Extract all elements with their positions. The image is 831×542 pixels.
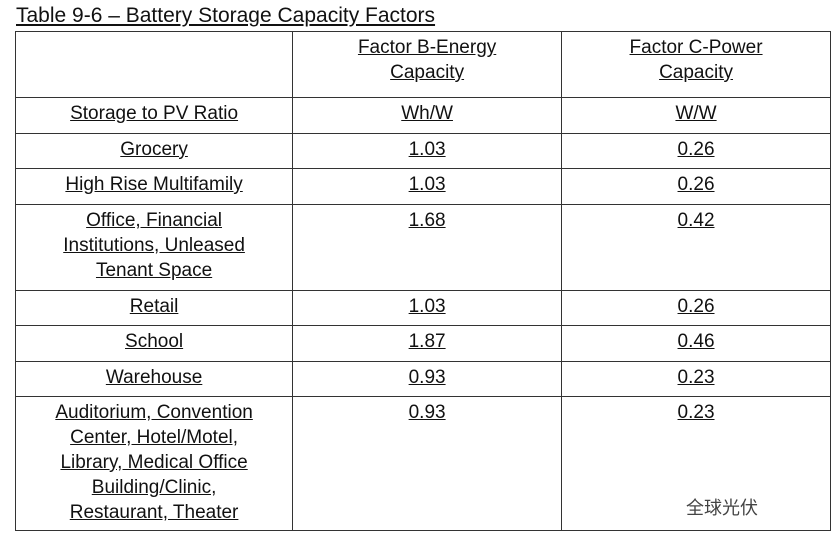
table-cell: 0.93 bbox=[292, 361, 563, 397]
table-row: Warehouse 0.93 0.23 bbox=[14, 361, 831, 397]
cell-text: Institutions, Unleased bbox=[63, 235, 245, 256]
table-row: High Rise Multifamily 1.03 0.26 bbox=[14, 168, 831, 205]
table-cell: School bbox=[14, 325, 294, 362]
table-cell: Wh/W bbox=[292, 97, 563, 134]
table-cell: 1.03 bbox=[292, 290, 563, 326]
cell-text: High Rise Multifamily bbox=[65, 174, 243, 195]
table-cell: Warehouse bbox=[14, 361, 294, 397]
cell-text: W/W bbox=[675, 103, 717, 124]
table-cell: Office, Financial Institutions, Unleased T… bbox=[14, 204, 294, 291]
cell-text: Retail bbox=[129, 296, 179, 317]
cell-text: Office, Financial bbox=[86, 210, 223, 231]
table-cell: 0.26 bbox=[561, 290, 831, 326]
header-cell: Factor C-Power Capacity bbox=[561, 31, 831, 98]
cell-text: 0.93 bbox=[408, 402, 446, 423]
cell-text: 1.68 bbox=[408, 210, 446, 231]
table-cell: 1.03 bbox=[292, 133, 563, 169]
table-cell: 0.26 bbox=[561, 168, 831, 205]
table-cell: 0.93 bbox=[292, 396, 563, 531]
table-row: Office, Financial Institutions, Unleased T… bbox=[14, 204, 831, 291]
table-row: Storage to PV Ratio Wh/W W/W bbox=[14, 97, 831, 134]
table-cell: 0.46 bbox=[561, 325, 831, 362]
table-cell: W/W bbox=[561, 97, 831, 134]
header-cell: Factor B-Energy Capacity bbox=[292, 31, 563, 98]
cell-text: 1.03 bbox=[408, 296, 446, 317]
header-cell bbox=[14, 31, 294, 98]
cell-text: 0.46 bbox=[677, 331, 715, 352]
cell-text: 0.26 bbox=[677, 296, 715, 317]
table-row: School 1.87 0.46 bbox=[14, 325, 831, 362]
cell-text: Building/Clinic, bbox=[91, 477, 217, 498]
cell-text: Capacity bbox=[659, 62, 733, 83]
watermark: 全球光伏 bbox=[686, 498, 758, 518]
table-cell: Storage to PV Ratio bbox=[14, 97, 294, 134]
table-cell: 1.87 bbox=[292, 325, 563, 362]
table-row: Retail 1.03 0.26 bbox=[14, 290, 831, 326]
table-cell: 1.03 bbox=[292, 168, 563, 205]
cell-text: 0.93 bbox=[408, 367, 446, 388]
table-cell: Retail bbox=[14, 290, 294, 326]
header-row: Factor B-Energy Capacity Factor C-Power Cap… bbox=[14, 31, 831, 98]
cell-text: 0.26 bbox=[677, 174, 715, 195]
cell-text: 1.03 bbox=[408, 174, 446, 195]
cell-text: 1.87 bbox=[408, 331, 446, 352]
cell-text: Center, Hotel/Motel, bbox=[70, 427, 239, 448]
table-cell: 0.26 bbox=[561, 133, 831, 169]
table-cell: 0.42 bbox=[561, 204, 831, 291]
table-title: Table 9-6 – Battery Storage Capacity Fac… bbox=[16, 4, 436, 27]
table-cell: High Rise Multifamily bbox=[14, 168, 294, 205]
capacity-table: Factor B-Energy Capacity Factor C-Power Cap… bbox=[14, 31, 831, 531]
cell-text: 0.23 bbox=[677, 367, 715, 388]
table-cell: 0.23 bbox=[561, 396, 831, 531]
cell-text: Library, Medical Office bbox=[60, 452, 248, 473]
table-cell: Grocery bbox=[14, 133, 294, 169]
cell-text: Factor C-Power bbox=[629, 37, 763, 58]
cell-text: Storage to PV Ratio bbox=[70, 103, 239, 124]
cell-text: Restaurant, Theater bbox=[69, 502, 239, 523]
table-cell: 0.23 bbox=[561, 361, 831, 397]
cell-text: Factor B-Energy bbox=[357, 37, 497, 58]
cell-text: Capacity bbox=[390, 62, 465, 83]
cell-text: 1.03 bbox=[408, 139, 446, 160]
cell-text: 0.23 bbox=[677, 402, 715, 423]
table-row: Grocery 1.03 0.26 bbox=[14, 133, 831, 169]
cell-text: Wh/W bbox=[401, 103, 453, 124]
cell-text: Auditorium, Convention bbox=[55, 402, 253, 423]
table-cell: 1.68 bbox=[292, 204, 563, 291]
table-row: Auditorium, Convention Center, Hotel/Mote… bbox=[14, 396, 831, 531]
table-cell: Auditorium, Convention Center, Hotel/Mote… bbox=[14, 396, 294, 531]
cell-text: Tenant Space bbox=[95, 260, 213, 281]
cell-text: Grocery bbox=[120, 139, 188, 160]
cell-text: 0.42 bbox=[677, 210, 715, 231]
cell-text: School bbox=[125, 331, 184, 352]
cell-text: 0.26 bbox=[677, 139, 715, 160]
cell-text: Warehouse bbox=[105, 367, 203, 388]
